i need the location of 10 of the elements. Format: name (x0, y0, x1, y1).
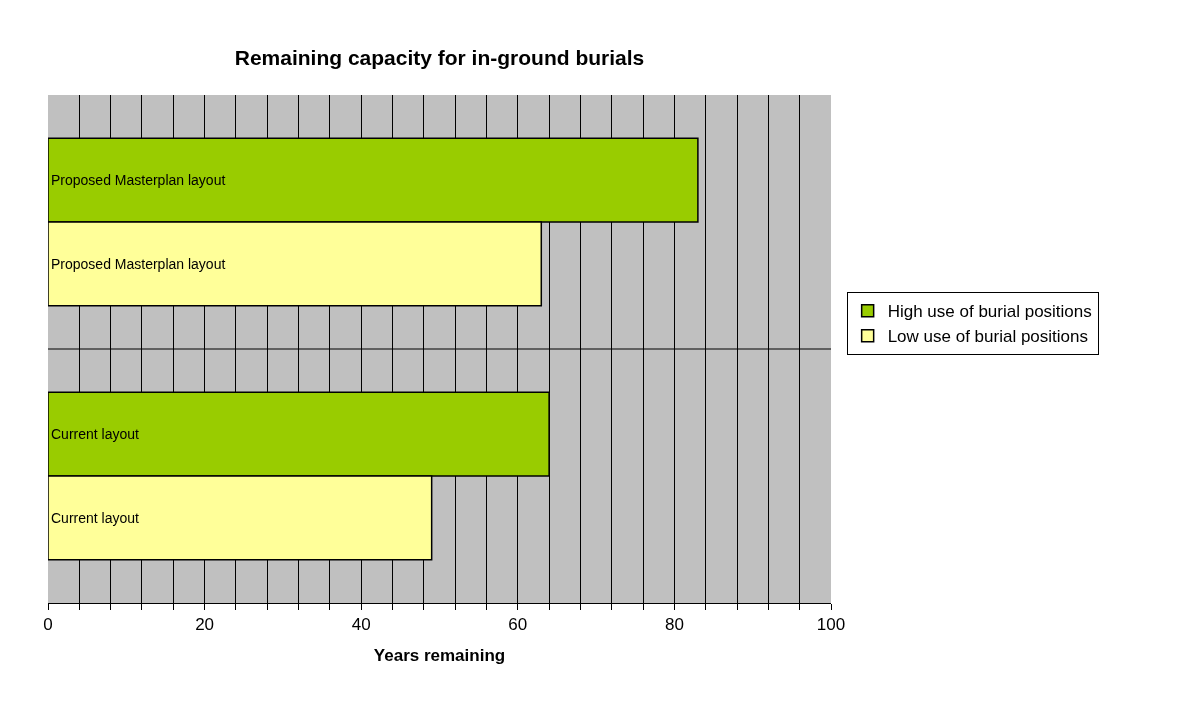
x-tick-label: 100 (816, 615, 846, 635)
x-tick-label: 20 (195, 615, 215, 635)
x-tick-label: 60 (508, 615, 528, 635)
x-tick-label: 0 (43, 615, 53, 635)
legend-label: Low use of burial positions (887, 327, 1088, 347)
legend-label: High use of burial positions (887, 302, 1092, 322)
x-tick-label: 80 (664, 615, 684, 635)
chart-title: Remaining capacity for in-ground burials (234, 45, 645, 69)
x-axis-title: Years remaining (373, 645, 506, 665)
x-tick-label: 40 (351, 615, 371, 635)
